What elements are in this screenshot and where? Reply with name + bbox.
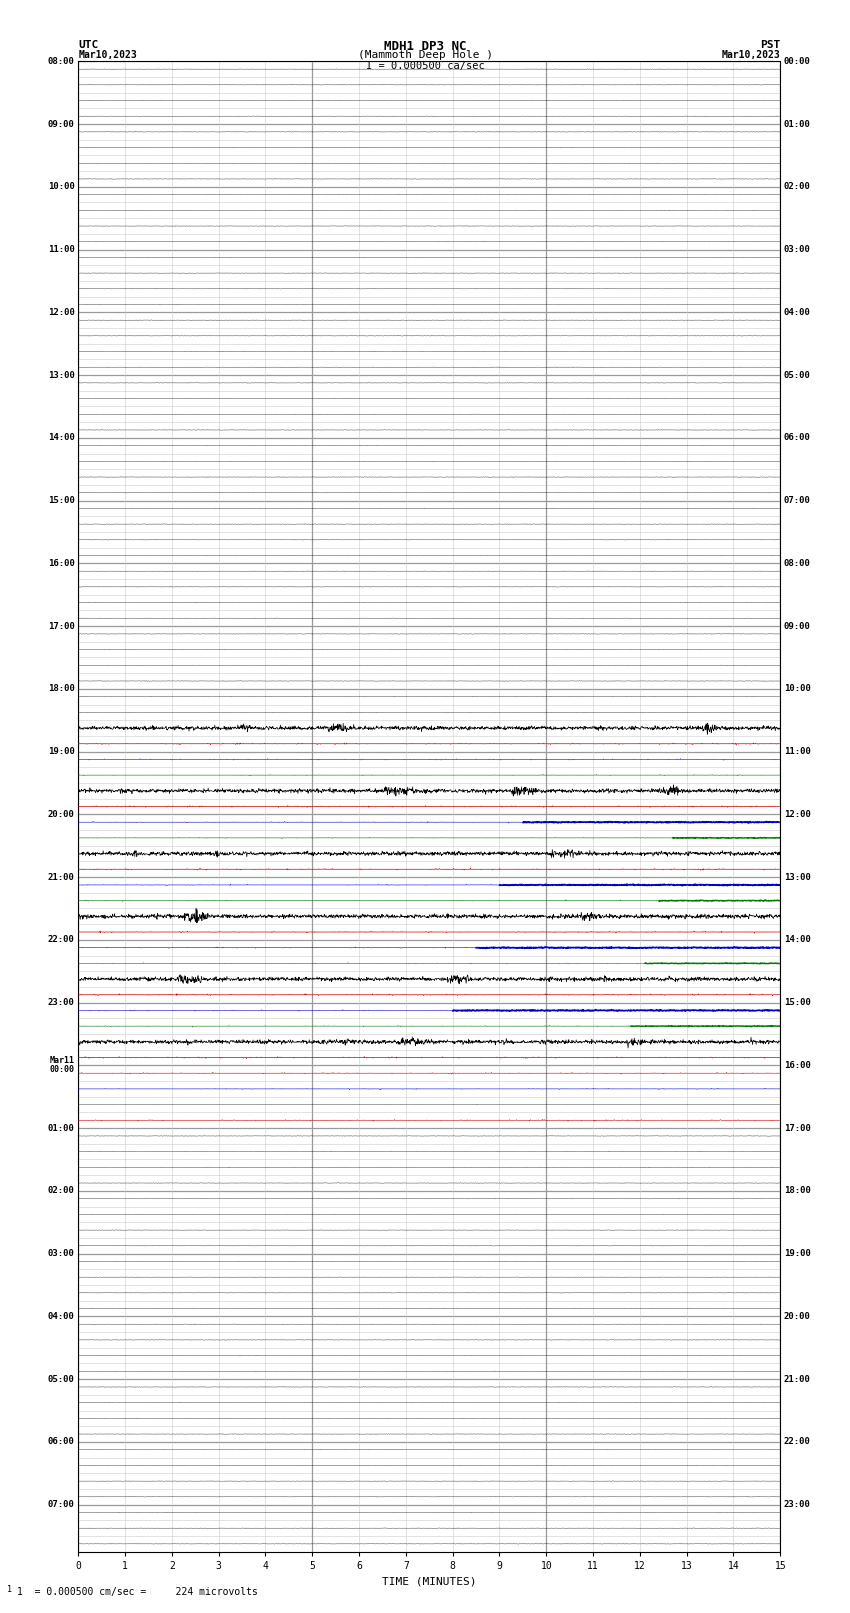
Text: 05:00: 05:00 (784, 371, 811, 379)
Text: 08:00: 08:00 (48, 56, 75, 66)
Text: 04:00: 04:00 (48, 1311, 75, 1321)
Text: 19:00: 19:00 (48, 747, 75, 756)
Text: 07:00: 07:00 (784, 497, 811, 505)
Text: 14:00: 14:00 (48, 434, 75, 442)
Text: 21:00: 21:00 (48, 873, 75, 882)
Text: 14:00: 14:00 (784, 936, 811, 944)
Text: 23:00: 23:00 (48, 998, 75, 1007)
Text: 02:00: 02:00 (48, 1187, 75, 1195)
Text: 11:00: 11:00 (784, 747, 811, 756)
Text: 01:00: 01:00 (48, 1124, 75, 1132)
Text: 00:00: 00:00 (49, 1065, 75, 1074)
Text: 12:00: 12:00 (48, 308, 75, 316)
Text: 10:00: 10:00 (784, 684, 811, 694)
Text: (Mammoth Deep Hole ): (Mammoth Deep Hole ) (358, 50, 492, 60)
Text: 23:00: 23:00 (784, 1500, 811, 1510)
Text: 07:00: 07:00 (48, 1500, 75, 1510)
Text: 21:00: 21:00 (784, 1374, 811, 1384)
Text: 00:00: 00:00 (784, 56, 811, 66)
Text: 02:00: 02:00 (784, 182, 811, 192)
Text: 17:00: 17:00 (48, 621, 75, 631)
Text: 17:00: 17:00 (784, 1124, 811, 1132)
Text: 20:00: 20:00 (784, 1311, 811, 1321)
Text: 22:00: 22:00 (784, 1437, 811, 1447)
Text: 08:00: 08:00 (784, 558, 811, 568)
Text: 1: 1 (7, 1584, 12, 1594)
Text: 15:00: 15:00 (48, 497, 75, 505)
Text: 19:00: 19:00 (784, 1248, 811, 1258)
Text: 10:00: 10:00 (48, 182, 75, 192)
Text: UTC: UTC (78, 40, 99, 50)
Text: 09:00: 09:00 (48, 119, 75, 129)
X-axis label: TIME (MINUTES): TIME (MINUTES) (382, 1576, 477, 1586)
Text: 12:00: 12:00 (784, 810, 811, 819)
Text: 01:00: 01:00 (784, 119, 811, 129)
Text: I = 0.000500 ca/sec: I = 0.000500 ca/sec (366, 61, 484, 71)
Text: 18:00: 18:00 (784, 1187, 811, 1195)
Text: 13:00: 13:00 (784, 873, 811, 882)
Text: Mar11: Mar11 (49, 1057, 75, 1065)
Text: MDH1 DP3 NC: MDH1 DP3 NC (383, 40, 467, 53)
Text: 15:00: 15:00 (784, 998, 811, 1007)
Text: 09:00: 09:00 (784, 621, 811, 631)
Text: 16:00: 16:00 (48, 558, 75, 568)
Text: 03:00: 03:00 (784, 245, 811, 255)
Text: 03:00: 03:00 (48, 1248, 75, 1258)
Text: 06:00: 06:00 (48, 1437, 75, 1447)
Text: 16:00: 16:00 (784, 1061, 811, 1069)
Text: 06:00: 06:00 (784, 434, 811, 442)
Text: PST: PST (760, 40, 780, 50)
Text: 20:00: 20:00 (48, 810, 75, 819)
Text: 13:00: 13:00 (48, 371, 75, 379)
Text: 05:00: 05:00 (48, 1374, 75, 1384)
Text: Mar10,2023: Mar10,2023 (722, 50, 780, 60)
Text: Mar10,2023: Mar10,2023 (78, 50, 137, 60)
Text: 04:00: 04:00 (784, 308, 811, 316)
Text: 22:00: 22:00 (48, 936, 75, 944)
Text: 1  = 0.000500 cm/sec =     224 microvolts: 1 = 0.000500 cm/sec = 224 microvolts (17, 1587, 258, 1597)
Text: 18:00: 18:00 (48, 684, 75, 694)
Text: 11:00: 11:00 (48, 245, 75, 255)
